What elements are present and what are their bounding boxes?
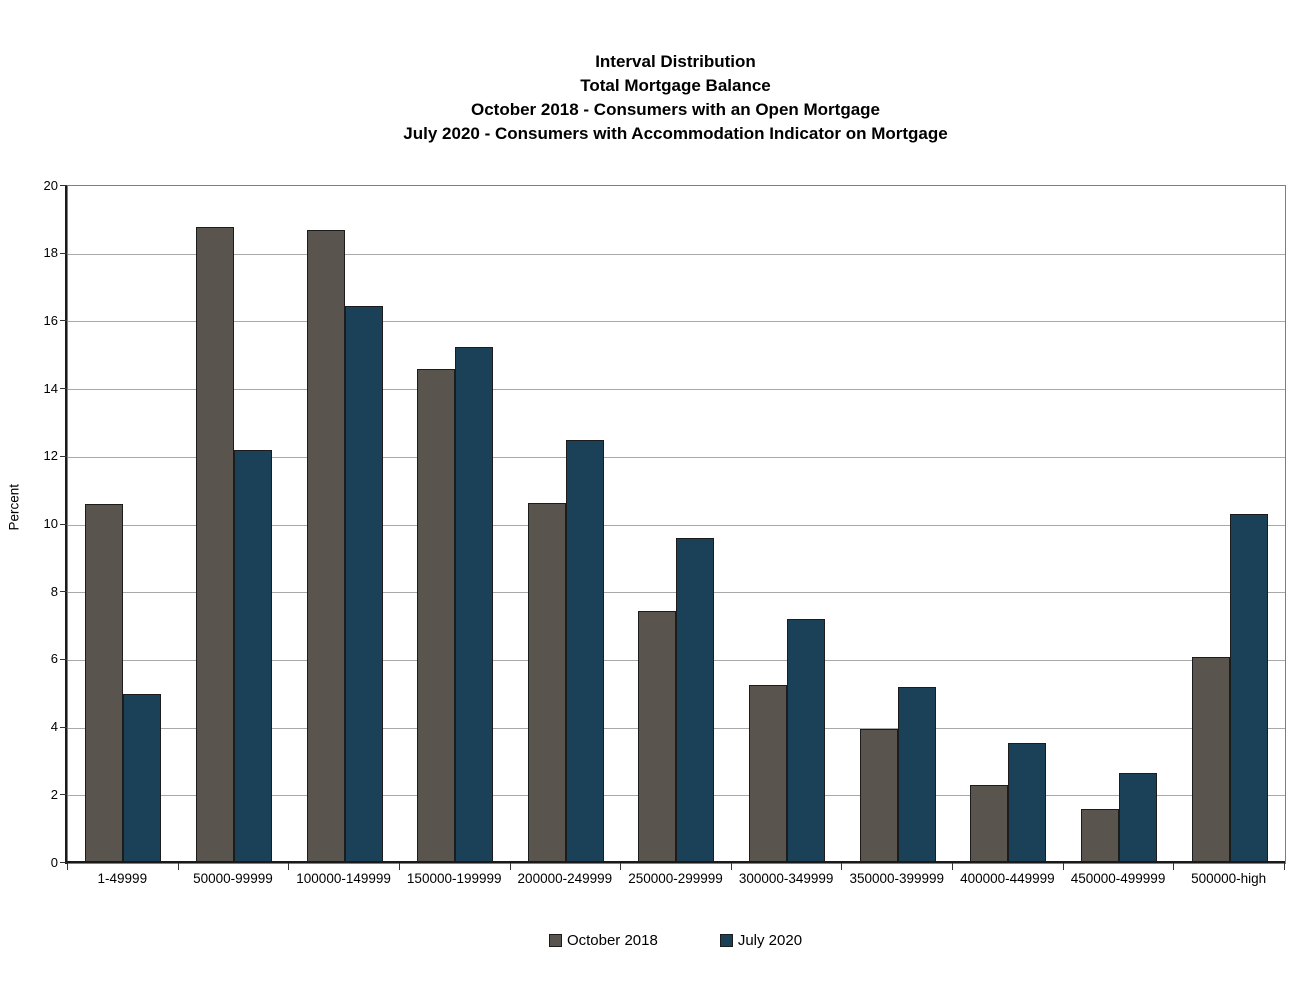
bar-july-2020-450000-499999 — [1119, 773, 1158, 863]
y-tick-mark-20 — [60, 185, 67, 186]
bar-group-350000-399999 — [842, 186, 953, 863]
x-tick-mark-2 — [288, 863, 290, 870]
x-tick-mark-11 — [1284, 863, 1285, 870]
x-tick-mark-5 — [620, 863, 622, 870]
x-tick-mark-1 — [177, 863, 179, 870]
x-label-50000-99999: 50000-99999 — [193, 871, 273, 886]
x-tick-mark-4 — [509, 863, 511, 870]
x-label-500000-high: 500000-high — [1191, 871, 1267, 886]
legend-item-july-2020: July 2020 — [719, 932, 803, 949]
y-tick-mark-4 — [60, 726, 67, 728]
bar-group-450000-499999 — [1064, 186, 1175, 863]
legend-label-july-2020: July 2020 — [737, 932, 803, 949]
gridline-y-14 — [68, 389, 1285, 391]
x-label-300000-349999: 300000-349999 — [738, 871, 834, 886]
x-tick-mark-9 — [1062, 863, 1064, 870]
bar-group-1-49999 — [68, 186, 179, 863]
bar-october-2018-350000-399999 — [859, 729, 898, 863]
y-tick-mark-18 — [60, 252, 67, 254]
bar-october-2018-400000-449999 — [970, 785, 1009, 863]
chart-title: Interval Distribution Total Mortgage Bal… — [67, 50, 1284, 146]
y-tick-mark-2 — [60, 794, 67, 796]
x-label-250000-299999: 250000-299999 — [628, 871, 723, 886]
bar-group-250000-299999 — [621, 186, 732, 863]
bar-october-2018-300000-349999 — [749, 685, 788, 863]
y-tick-mark-0 — [60, 862, 67, 863]
y-tick-label-16: 16 — [43, 312, 58, 328]
bar-july-2020-100000-149999 — [344, 306, 383, 863]
bar-october-2018-150000-199999 — [417, 368, 456, 863]
bar-group-300000-349999 — [732, 186, 843, 863]
bar-group-50000-99999 — [179, 186, 290, 863]
x-axis-line — [65, 861, 1285, 863]
x-tick-mark-6 — [730, 863, 732, 870]
y-tick-label-2: 2 — [50, 786, 58, 802]
legend-swatch-october-2018 — [548, 934, 562, 947]
gridline-y-16 — [68, 321, 1285, 323]
bar-group-150000-199999 — [400, 186, 511, 863]
chart-title-line-1: Interval Distribution — [595, 52, 756, 71]
y-tick-mark-8 — [60, 591, 67, 593]
x-label-100000-149999: 100000-149999 — [296, 871, 391, 886]
y-axis-line — [65, 185, 67, 864]
plot-area — [67, 185, 1286, 864]
bar-july-2020-200000-249999 — [565, 439, 604, 863]
gridline-y-12 — [68, 456, 1285, 458]
x-label-450000-499999: 450000-499999 — [1070, 871, 1166, 886]
x-tick-mark-8 — [952, 863, 954, 870]
y-tick-label-14: 14 — [43, 380, 58, 396]
y-tick-label-4: 4 — [50, 719, 58, 735]
y-tick-label-20: 20 — [43, 177, 58, 193]
bar-group-100000-149999 — [289, 186, 400, 863]
chart-title-line-2: Total Mortgage Balance — [580, 76, 771, 95]
x-label-400000-449999: 400000-449999 — [960, 871, 1055, 886]
x-tick-mark-0 — [67, 863, 68, 870]
y-tick-mark-12 — [60, 455, 67, 457]
bar-july-2020-250000-299999 — [676, 538, 715, 863]
bar-group-400000-449999 — [953, 186, 1064, 863]
y-tick-mark-10 — [60, 523, 67, 525]
x-tick-mark-10 — [1173, 863, 1175, 870]
y-tick-label-6: 6 — [50, 651, 58, 667]
bar-group-500000-high — [1174, 186, 1285, 863]
bar-july-2020-400000-449999 — [1008, 742, 1047, 863]
bar-october-2018-100000-149999 — [306, 230, 345, 863]
x-label-350000-399999: 350000-399999 — [849, 871, 945, 886]
x-label-200000-249999: 200000-249999 — [517, 871, 613, 886]
gridline-y-18 — [68, 253, 1285, 255]
legend: October 2018 July 2020 — [67, 932, 1284, 949]
y-tick-label-18: 18 — [43, 245, 58, 261]
y-tick-label-12: 12 — [43, 448, 58, 464]
bar-july-2020-300000-349999 — [787, 619, 826, 863]
y-tick-label-0: 0 — [50, 854, 58, 870]
y-tick-mark-16 — [60, 320, 67, 322]
bar-october-2018-250000-299999 — [638, 610, 677, 863]
x-label-150000-199999: 150000-199999 — [406, 871, 502, 886]
gridline-y-10 — [68, 524, 1285, 526]
bar-july-2020-50000-99999 — [233, 450, 272, 863]
bar-october-2018-500000-high — [1191, 656, 1230, 863]
bar-july-2020-1-49999 — [123, 693, 162, 863]
x-label-1-49999: 1-49999 — [97, 871, 148, 886]
x-tick-mark-7 — [841, 863, 843, 870]
bar-july-2020-150000-199999 — [455, 346, 494, 863]
bar-group-200000-249999 — [511, 186, 622, 863]
legend-label-october-2018: October 2018 — [566, 932, 658, 949]
chart-title-line-3: October 2018 - Consumers with an Open Mo… — [470, 100, 881, 119]
bar-october-2018-450000-499999 — [1081, 808, 1120, 863]
y-tick-mark-14 — [60, 388, 67, 390]
legend-item-october-2018: October 2018 — [548, 932, 658, 949]
bar-october-2018-200000-249999 — [527, 502, 566, 863]
legend-swatch-july-2020 — [719, 934, 733, 947]
chart-title-line-4: July 2020 - Consumers with Accommodation… — [403, 124, 948, 143]
bar-october-2018-50000-99999 — [195, 226, 234, 863]
bar-july-2020-350000-399999 — [897, 686, 936, 863]
x-tick-mark-3 — [398, 863, 400, 870]
y-tick-mark-6 — [60, 658, 67, 660]
bar-october-2018-1-49999 — [85, 504, 124, 863]
bar-july-2020-500000-high — [1229, 514, 1268, 863]
y-tick-label-8: 8 — [50, 583, 58, 599]
y-tick-label-10: 10 — [43, 516, 58, 531]
